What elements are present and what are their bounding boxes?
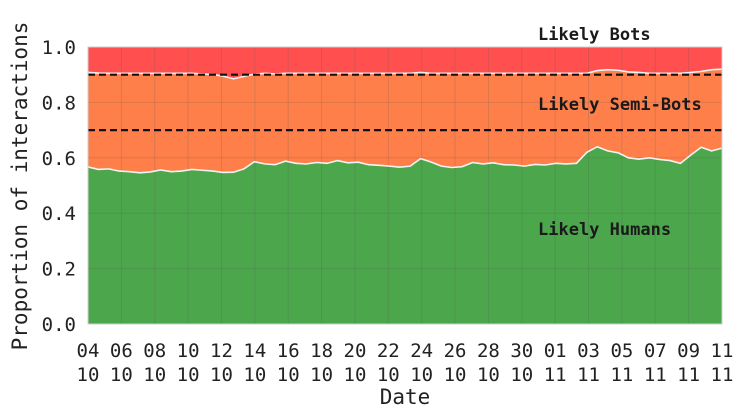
x-tick-day-label: 14: [243, 340, 266, 362]
x-tick-day-label: 07: [644, 340, 667, 362]
x-tick-day-label: 24: [410, 340, 433, 362]
x-tick-month-label: 10: [210, 364, 233, 386]
area-likely-bots: [88, 47, 722, 79]
y-tick-label: 0.4: [42, 203, 76, 225]
x-tick-day-label: 01: [544, 340, 567, 362]
x-tick-month-label: 10: [143, 364, 166, 386]
x-tick-month-label: 11: [577, 364, 600, 386]
y-axis-label: Proportion of interactions: [8, 22, 32, 351]
x-axis-label: Date: [380, 385, 431, 409]
y-axis-ticks: 0.0 0.2 0.4 0.6 0.8 1.0: [42, 37, 76, 336]
y-tick-label: 0.6: [42, 148, 76, 170]
x-tick-day-label: 30: [510, 340, 533, 362]
x-tick-month-label: 10: [344, 364, 367, 386]
label-likely-semi-bots: Likely Semi-Bots: [538, 95, 702, 115]
y-tick-label: 0.0: [42, 314, 76, 336]
y-tick-label: 0.8: [42, 92, 76, 114]
x-tick-month-label: 10: [410, 364, 433, 386]
x-tick-month-label: 11: [677, 364, 700, 386]
x-tick-day-label: 22: [377, 340, 400, 362]
x-tick-month-label: 10: [510, 364, 533, 386]
x-tick-day-label: 12: [210, 340, 233, 362]
x-tick-month-label: 10: [310, 364, 333, 386]
x-tick-day-label: 28: [477, 340, 500, 362]
label-likely-bots: Likely Bots: [538, 25, 651, 45]
plot-area: [87, 46, 723, 325]
x-tick-month-label: 11: [544, 364, 567, 386]
y-tick-label: 0.2: [42, 259, 76, 281]
x-tick-month-label: 10: [243, 364, 266, 386]
x-tick-month-label: 10: [110, 364, 133, 386]
x-tick-month-label: 10: [444, 364, 467, 386]
area-likely-humans: [88, 146, 722, 324]
x-tick-day-label: 18: [310, 340, 333, 362]
x-tick-day-label: 04: [77, 340, 100, 362]
x-tick-month-label: 11: [610, 364, 633, 386]
x-tick-month-label: 10: [477, 364, 500, 386]
x-tick-month-label: 10: [77, 364, 100, 386]
plot-frame: [87, 46, 723, 325]
x-tick-day-label: 05: [610, 340, 633, 362]
x-tick-day-label: 16: [277, 340, 300, 362]
area-likely-semi-bots: [88, 69, 722, 173]
boundary-line-semi-bots: [87, 68, 723, 80]
x-axis-ticks: 0410061008101010121014101610181020102210…: [77, 340, 734, 386]
x-tick-day-label: 06: [110, 340, 133, 362]
x-tick-day-label: 11: [711, 340, 734, 362]
x-tick-day-label: 26: [444, 340, 467, 362]
x-tick-month-label: 10: [177, 364, 200, 386]
x-tick-day-label: 03: [577, 340, 600, 362]
x-tick-month-label: 11: [644, 364, 667, 386]
x-tick-day-label: 20: [344, 340, 367, 362]
y-tick-label: 1.0: [42, 37, 76, 59]
label-likely-humans: Likely Humans: [538, 220, 671, 240]
x-tick-day-label: 08: [143, 340, 166, 362]
x-tick-month-label: 11: [711, 364, 734, 386]
x-tick-day-label: 09: [677, 340, 700, 362]
x-tick-month-label: 10: [377, 364, 400, 386]
boundary-line-humans: [87, 145, 723, 174]
x-tick-day-label: 10: [177, 340, 200, 362]
x-tick-month-label: 10: [277, 364, 300, 386]
